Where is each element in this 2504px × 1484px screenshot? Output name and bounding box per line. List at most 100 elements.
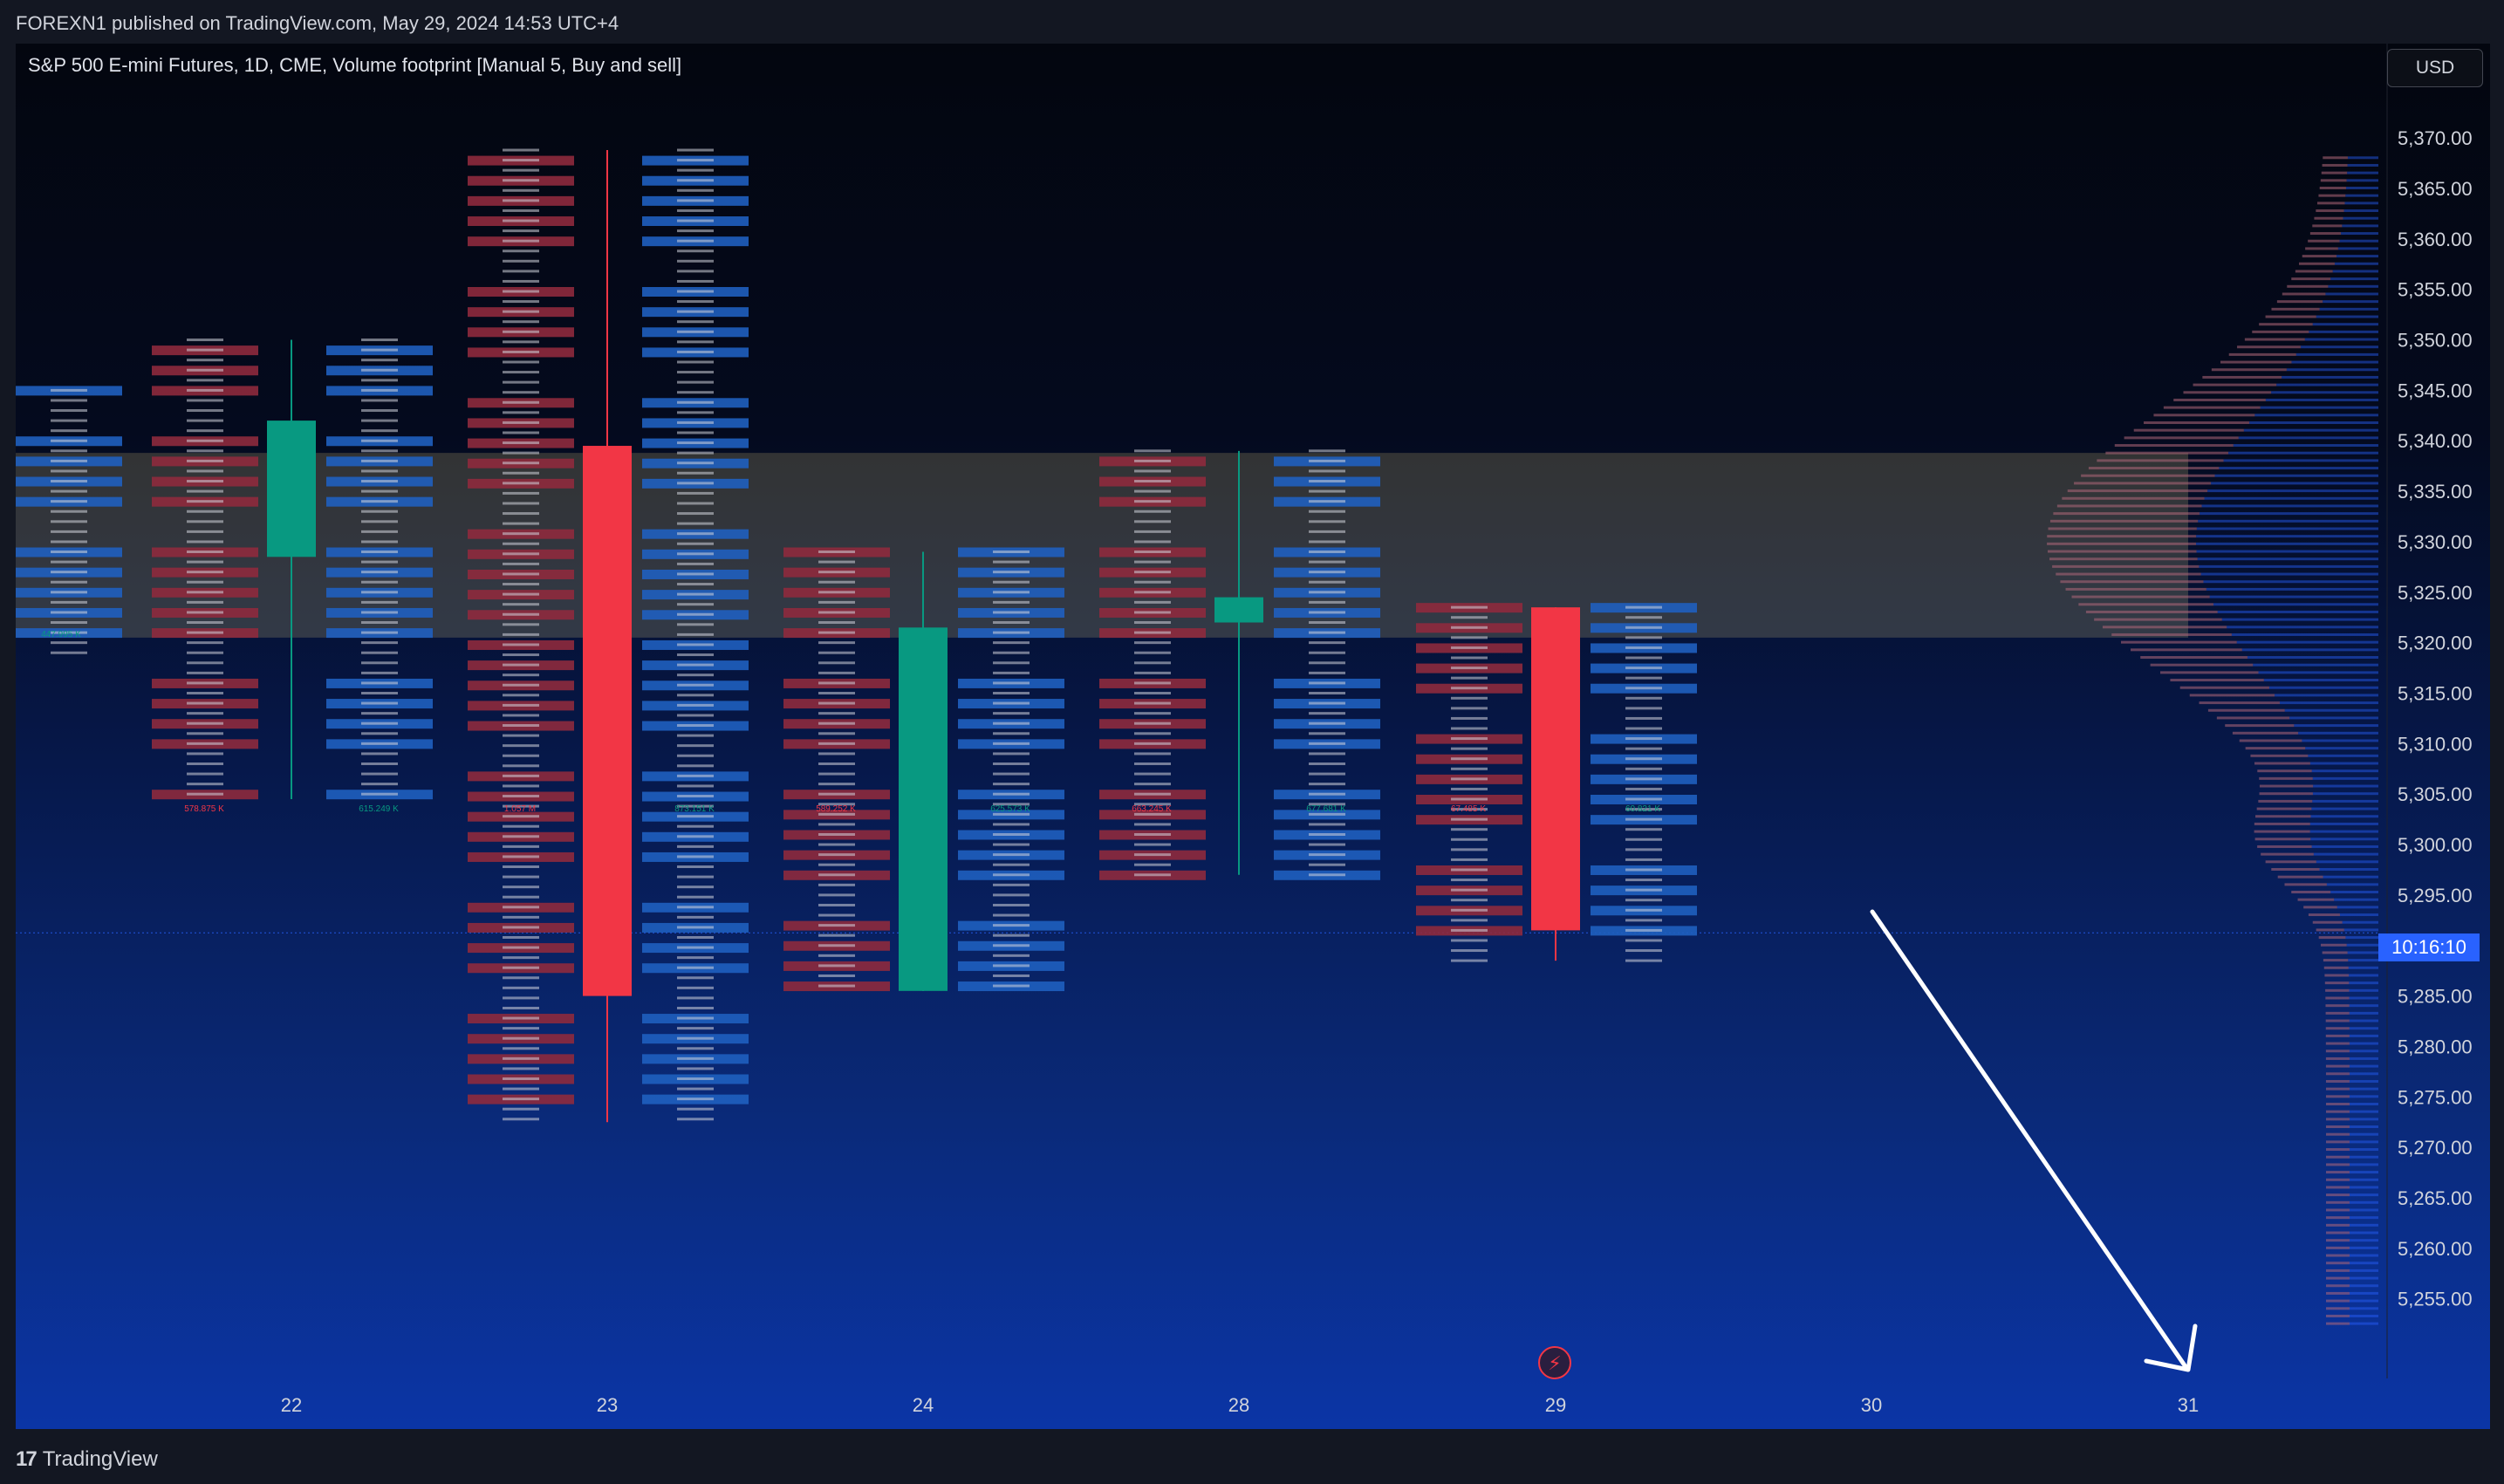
profile-bar-buy <box>2336 255 2378 258</box>
profile-bar-sell <box>2325 1072 2350 1076</box>
footprint-value <box>1309 540 1345 544</box>
profile-bar-buy <box>2200 572 2378 576</box>
footprint-value <box>503 875 539 879</box>
profile-bar-buy <box>2347 171 2378 174</box>
profile-bar-sell <box>2254 838 2311 841</box>
footprint-value <box>993 944 1030 947</box>
footprint-value <box>503 1098 539 1101</box>
profile-bar-sell <box>2199 701 2280 705</box>
footprint-value <box>1134 611 1171 614</box>
profile-bar-sell <box>2323 959 2349 962</box>
footprint-value <box>187 379 223 382</box>
profile-bar-sell <box>2325 1200 2350 1204</box>
footprint-value <box>677 1118 714 1121</box>
profile-bar-buy <box>2334 262 2378 265</box>
profile-bar-sell <box>2287 284 2329 288</box>
currency-button[interactable]: USD <box>2387 49 2483 87</box>
footprint-column <box>16 386 122 654</box>
profile-bar-buy <box>2348 959 2378 962</box>
footprint-value <box>677 976 714 980</box>
profile-bar-sell <box>2049 519 2199 523</box>
profile-bar-sell <box>2325 1163 2350 1166</box>
footprint-value <box>677 724 714 728</box>
footprint-value <box>187 339 223 342</box>
profile-bar-sell <box>2261 852 2314 856</box>
footprint-value <box>677 633 714 636</box>
chart-pane[interactable]: 447.995 K 578.875 K 615.249 K 1.057 M 873.15… <box>16 44 2490 1429</box>
footprint-value <box>503 926 539 929</box>
footprint-value <box>1134 803 1171 806</box>
profile-bar-sell <box>2326 1246 2350 1249</box>
tradingview-logo[interactable]: 17 TradingView <box>16 1447 158 1472</box>
volume-profile <box>2047 156 2378 1325</box>
profile-bar-buy <box>2289 716 2378 720</box>
y-tick-label: 5,325.00 <box>2398 582 2473 604</box>
profile-bar-buy <box>2231 633 2378 636</box>
footprint-value <box>818 641 855 645</box>
footprint-value <box>1625 858 1662 861</box>
footprint-value <box>503 340 539 344</box>
footprint-total-sell: 589.252 K <box>816 804 856 814</box>
footprint-value <box>818 964 855 968</box>
profile-bar-sell <box>2325 1140 2350 1144</box>
profile-bar-sell <box>2325 1216 2350 1220</box>
footprint-value <box>677 744 714 748</box>
profile-bar-buy <box>2258 671 2378 674</box>
footprint-total-buy: 625.573 K <box>990 804 1030 814</box>
profile-bar-buy <box>2309 822 2378 825</box>
footprint-value <box>187 509 223 513</box>
y-tick-label: 5,340.00 <box>2398 430 2473 452</box>
footprint-value <box>1134 449 1171 453</box>
profile-bar-buy <box>2312 799 2378 803</box>
footprint-value <box>677 915 714 919</box>
footprint-value <box>503 219 539 222</box>
footprint-value <box>1134 530 1171 533</box>
profile-bar-buy <box>2328 284 2378 288</box>
footprint-value <box>1309 792 1345 796</box>
chart-canvas[interactable]: 447.995 K 578.875 K 615.249 K 1.057 M 873.15… <box>16 44 2490 1429</box>
footprint-value <box>503 562 539 565</box>
profile-bar-buy <box>2349 1019 2378 1022</box>
footprint-value <box>677 1006 714 1009</box>
footprint-value <box>818 671 855 674</box>
footprint-value <box>1625 687 1662 690</box>
footprint-value <box>503 996 539 1000</box>
profile-bar-buy <box>2349 1050 2378 1053</box>
profile-bar-buy <box>2276 383 2378 386</box>
footprint-value <box>818 893 855 897</box>
profile-bar-buy <box>2345 186 2378 189</box>
profile-bar-buy <box>2207 489 2378 493</box>
footprint-value <box>1134 631 1171 634</box>
profile-bar-sell <box>2254 762 2310 765</box>
profile-bar-buy <box>2265 398 2378 401</box>
footprint-value <box>1309 509 1345 513</box>
footprint-value <box>503 886 539 889</box>
earnings-event-icon[interactable] <box>1538 1346 1571 1379</box>
profile-bar-sell <box>2326 1322 2350 1325</box>
profile-bar-sell <box>2105 451 2229 455</box>
lightning-icon: ⚡ <box>1548 1353 1561 1375</box>
footprint-value <box>503 754 539 757</box>
profile-bar-sell <box>2256 807 2312 810</box>
footprint-value <box>503 946 539 949</box>
footprint-value <box>993 611 1030 614</box>
footprint-value <box>503 259 539 263</box>
footprint-value <box>503 532 539 536</box>
y-tick-label: 5,335.00 <box>2398 481 2473 503</box>
profile-bar-buy <box>2310 838 2378 841</box>
profile-bar-buy <box>2349 1223 2378 1227</box>
profile-bar-buy <box>2349 1163 2378 1166</box>
footprint-value <box>1625 605 1662 609</box>
footprint-value <box>503 612 539 616</box>
y-tick-label: 5,295.00 <box>2398 885 2473 906</box>
footprint-value <box>1134 772 1171 776</box>
profile-bar-sell <box>2130 648 2242 652</box>
footprint-column <box>783 547 890 992</box>
footprint-value <box>187 469 223 473</box>
footprint-value <box>51 439 87 442</box>
footprint-value <box>503 865 539 869</box>
footprint-value <box>1625 949 1662 953</box>
profile-bar-buy <box>2312 776 2378 780</box>
profile-bar-buy <box>2343 928 2378 932</box>
y-tick-label: 5,275.00 <box>2398 1086 2473 1108</box>
